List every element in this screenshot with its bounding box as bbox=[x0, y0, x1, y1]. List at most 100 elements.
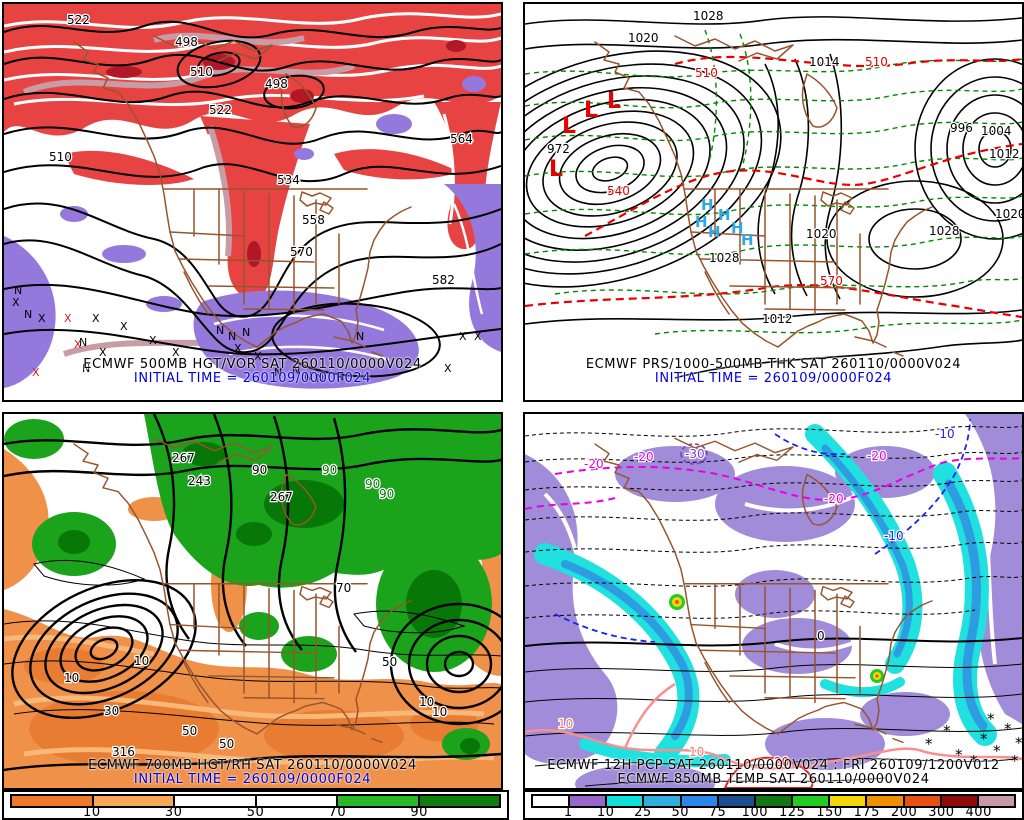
temp-label: 20 bbox=[774, 755, 789, 769]
pressure-label: 1012 bbox=[989, 147, 1020, 161]
high-marker: H bbox=[741, 231, 754, 249]
high-marker: H bbox=[731, 219, 744, 237]
map-pcp-850temp: -20 -20 -20 -20 -30 -10 -10 10 10 20 0 *… bbox=[525, 414, 1022, 788]
thickness-labels: 540 570 510 510 bbox=[606, 54, 889, 290]
panel-500mb-hgt-vor: 522 498 510 498 522 534 564 510 558 570 … bbox=[2, 2, 503, 402]
pressure-label: 1020 bbox=[806, 227, 837, 241]
pressure-label: 1014 bbox=[809, 55, 840, 69]
colorbar-segment bbox=[939, 796, 977, 806]
n-marker: N bbox=[79, 336, 87, 349]
high-marker: H bbox=[695, 213, 708, 231]
rh-green-labels: 90 90 90 bbox=[321, 462, 396, 503]
n-marker: N bbox=[228, 330, 236, 343]
star-marker: * bbox=[943, 722, 951, 740]
height-contours bbox=[4, 414, 501, 772]
rh-label: 90 bbox=[252, 463, 267, 477]
colorbar-tick: 70 bbox=[328, 805, 347, 820]
pressure-label: 1028 bbox=[929, 224, 960, 238]
contour-label: 558 bbox=[302, 213, 325, 227]
temp-minus30-ring bbox=[680, 443, 708, 465]
low-marker: L bbox=[584, 98, 598, 123]
temp-label: -20 bbox=[867, 449, 887, 463]
colorbar-segment bbox=[902, 796, 940, 806]
map-500mb-hgt-vor: 522 498 510 498 522 534 564 510 558 570 … bbox=[4, 4, 501, 389]
temp-label: -10 bbox=[884, 529, 904, 543]
temp-label: 0 bbox=[817, 629, 825, 643]
temp-label: -30 bbox=[685, 447, 705, 461]
temp-contours-above-zero bbox=[525, 663, 1022, 787]
pcp-heavy-bands bbox=[561, 444, 988, 740]
purple-streaks bbox=[213, 203, 484, 362]
colorbar-segment bbox=[568, 796, 606, 806]
colorbar-tick: 25 bbox=[634, 805, 652, 820]
contour-label: 534 bbox=[277, 173, 300, 187]
thickness-label: 510 bbox=[865, 55, 888, 69]
star-marker: * bbox=[925, 735, 933, 753]
max-value-markers: * * * * * * * * * * bbox=[925, 710, 1022, 770]
rh-colorbar-swatches bbox=[10, 794, 501, 808]
star-marker: * bbox=[1011, 752, 1019, 770]
colorbar-segment bbox=[12, 796, 92, 806]
pcp-colorbar-swatches bbox=[531, 794, 1016, 808]
rh-colorbar-ticks: 10 30 50 70 90 bbox=[10, 805, 501, 820]
colorbar-segment bbox=[976, 796, 1015, 806]
x-marker-red: X bbox=[32, 366, 40, 379]
x-marker: X bbox=[444, 362, 452, 375]
temp-minus10-blue bbox=[554, 418, 971, 643]
temp-label: -20 bbox=[584, 457, 604, 471]
colorbar-segment bbox=[865, 796, 903, 806]
rh-label: 50 bbox=[182, 724, 197, 738]
n-marker: N bbox=[292, 364, 300, 377]
colorbar-segment bbox=[336, 796, 418, 806]
high-marker: H bbox=[701, 196, 714, 214]
x-marker: X bbox=[234, 342, 242, 355]
colorbar-tick: 125 bbox=[778, 805, 806, 820]
colorbar-segment bbox=[605, 796, 643, 806]
colorbar-tick: 200 bbox=[890, 805, 918, 820]
star-marker: * bbox=[1004, 720, 1012, 738]
pressure-label: 972 bbox=[547, 142, 570, 156]
high-marker: H bbox=[708, 223, 721, 241]
star-marker: * bbox=[987, 710, 995, 728]
rh-label: 10 bbox=[432, 705, 447, 719]
n-marker: N bbox=[14, 284, 22, 297]
thickness-contours-green bbox=[525, 29, 1022, 335]
colorbar-segment bbox=[679, 796, 717, 806]
x-marker: X bbox=[254, 350, 262, 363]
temp-plus20-red bbox=[723, 756, 814, 788]
temp-labels: -20 -20 -20 -20 -30 -10 -10 10 10 20 0 bbox=[557, 426, 956, 771]
low-marker: L bbox=[562, 114, 576, 139]
n-marker: N bbox=[356, 330, 364, 343]
star-marker: * bbox=[993, 742, 1001, 760]
low-marker: L bbox=[549, 157, 563, 182]
map-mslp-thickness: 1028 1020 1014 996 1004 1012 1020 1028 1… bbox=[525, 8, 1022, 379]
contour-label: 522 bbox=[209, 103, 232, 117]
rh-label-green: 90 bbox=[379, 487, 394, 501]
pressure-label: 1028 bbox=[693, 9, 724, 23]
pressure-label: 1020 bbox=[995, 207, 1022, 221]
high-marker: H bbox=[718, 206, 731, 224]
colorbar-segment bbox=[254, 796, 336, 806]
n-marker: N bbox=[316, 372, 324, 385]
colorbar-segment bbox=[642, 796, 680, 806]
temp-label: -20 bbox=[634, 450, 654, 464]
temp-label: -20 bbox=[824, 492, 844, 506]
x-marker: X bbox=[459, 330, 467, 343]
rh-label: 50 bbox=[382, 655, 397, 669]
x-marker: X bbox=[149, 334, 157, 347]
pressure-centers: L L L L H H H H H H bbox=[549, 89, 754, 249]
contour-label: 570 bbox=[290, 245, 313, 259]
temp-label: -10 bbox=[935, 427, 955, 441]
colorbar-tick: 75 bbox=[708, 805, 727, 820]
x-marker-red: X bbox=[64, 312, 72, 325]
moist-shading-green bbox=[4, 414, 501, 760]
critical-thickness-red bbox=[525, 55, 1022, 319]
thickness-label: 570 bbox=[820, 274, 843, 288]
vorticity-markers: N N N N N N N N N N N N N X X X X X X X … bbox=[12, 284, 482, 385]
colorbar-tick: 10 bbox=[83, 805, 101, 820]
colorbar-tick: 1 bbox=[563, 805, 573, 820]
n-marker: N bbox=[274, 366, 282, 379]
panel-mslp-thickness: 1028 1020 1014 996 1004 1012 1020 1028 1… bbox=[523, 2, 1024, 402]
height-label: 316 bbox=[112, 745, 135, 759]
pcp-extreme-cells bbox=[669, 594, 884, 683]
